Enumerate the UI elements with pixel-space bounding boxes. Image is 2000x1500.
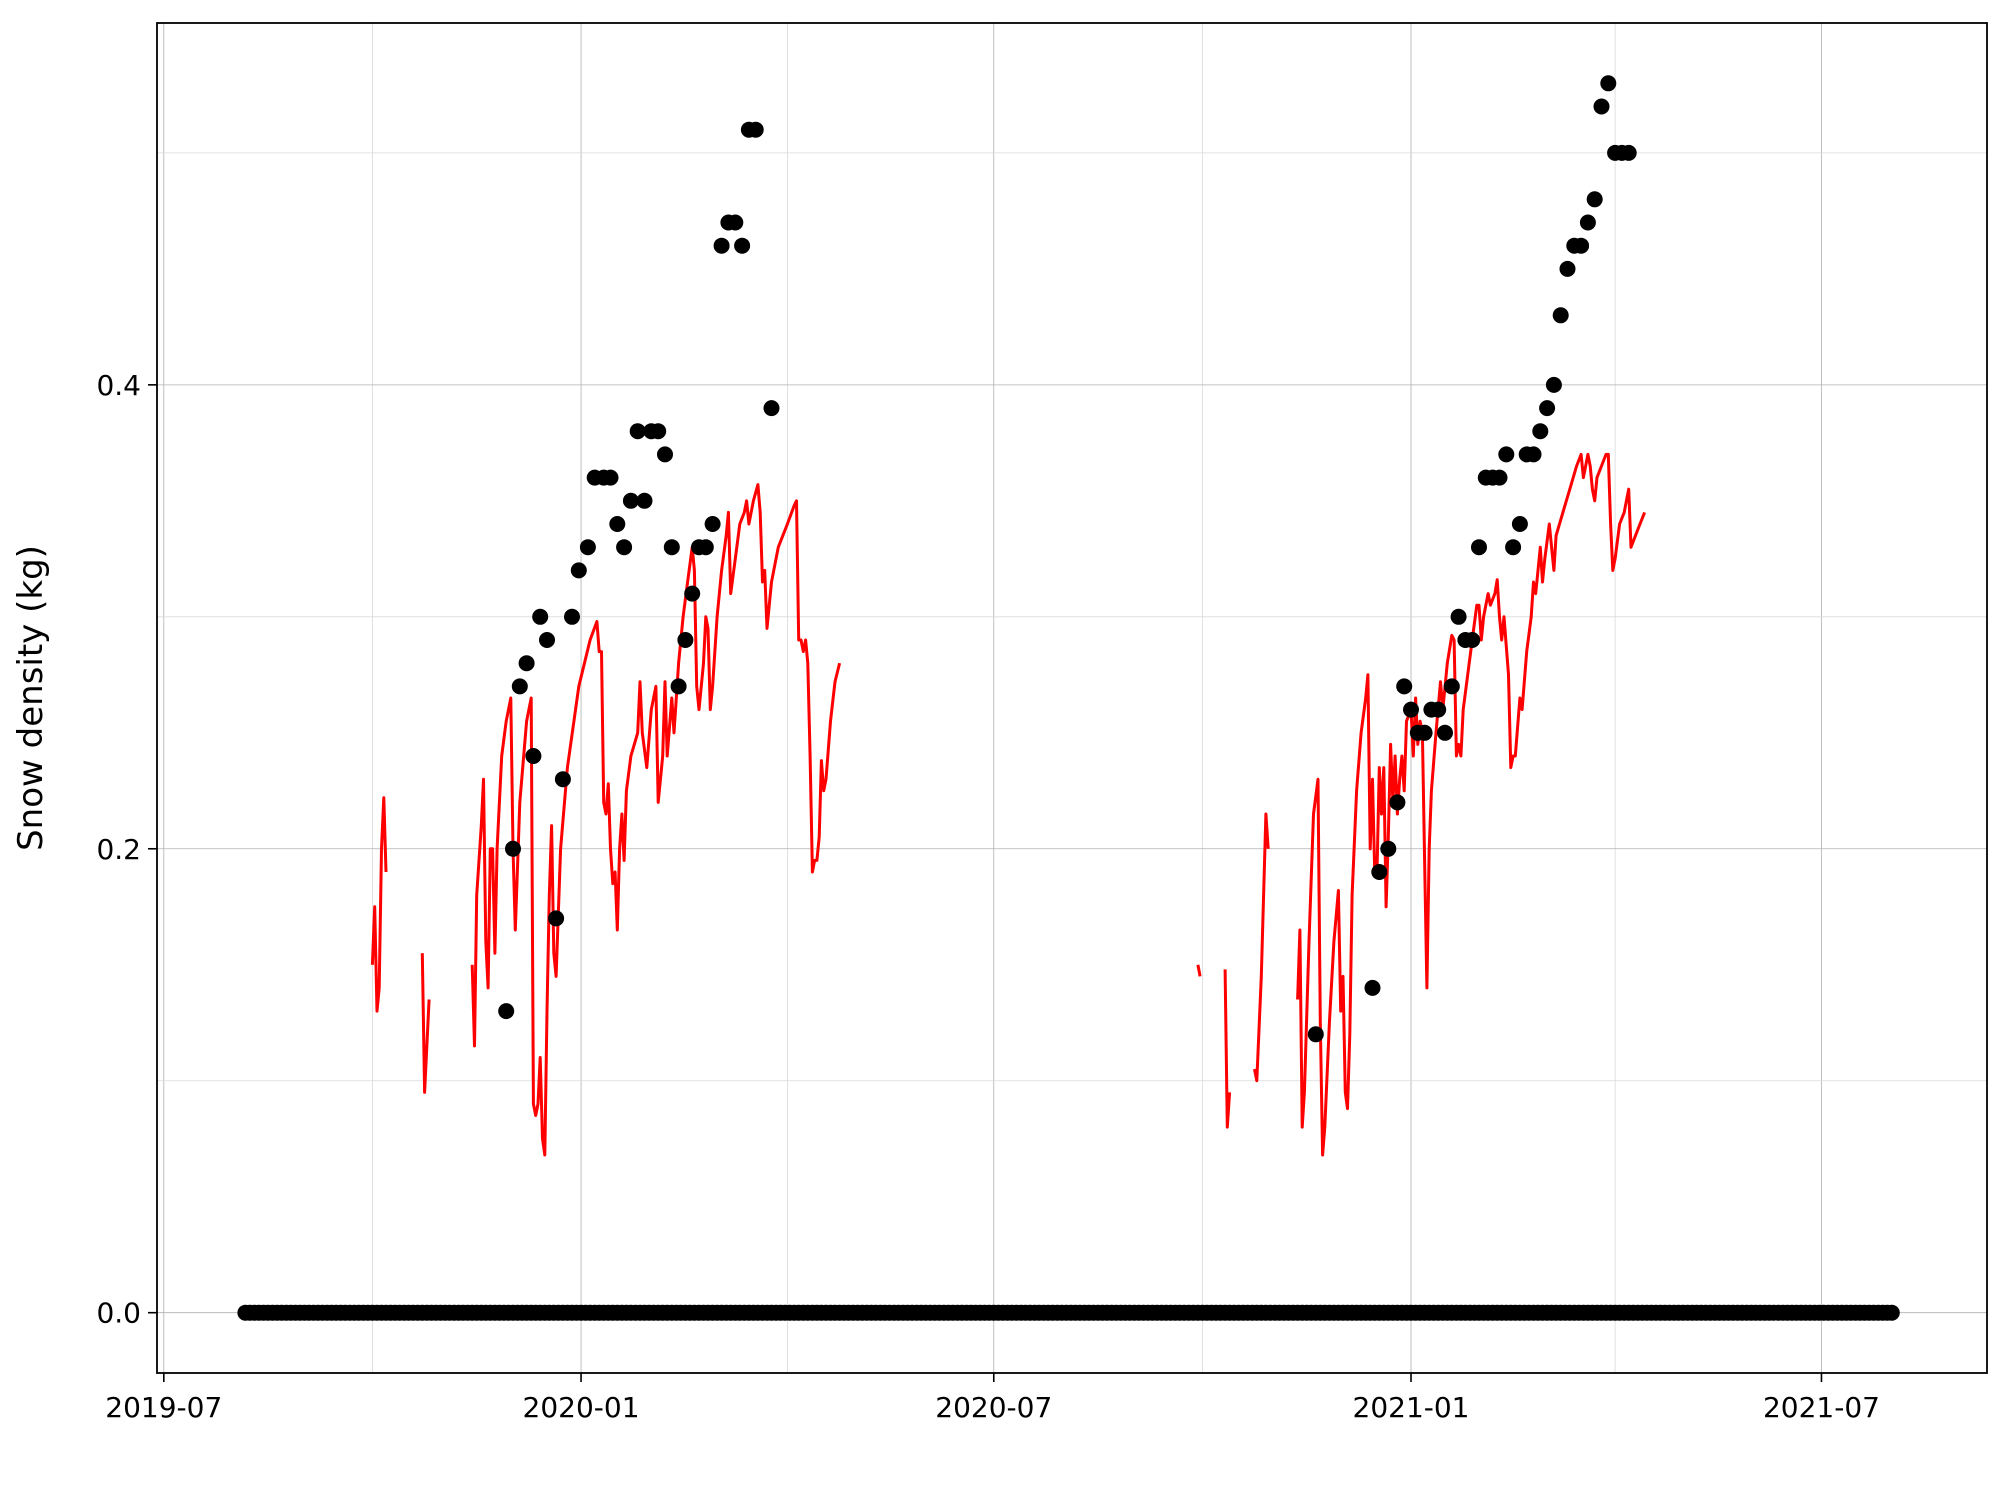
grid-lines: [157, 23, 1987, 1373]
model-series-line: [370, 452, 1646, 1157]
observation-point: [1491, 469, 1508, 486]
x-tick-label: 2020-07: [935, 1391, 1052, 1424]
x-tick-label: 2021-01: [1353, 1391, 1470, 1424]
line-segment: [1196, 964, 1202, 977]
observation-points: [237, 75, 1900, 1321]
observation-point: [518, 655, 535, 672]
observation-point: [1505, 539, 1522, 556]
y-axis-title: Snow density (kg): [11, 545, 51, 851]
observation-point: [650, 423, 667, 440]
observation-point: [1559, 260, 1576, 277]
observation-point: [1403, 701, 1419, 718]
x-tick-label: 2019-07: [105, 1391, 222, 1424]
observation-point: [1437, 724, 1453, 741]
observation-point: [1579, 214, 1596, 231]
observation-point: [677, 632, 694, 648]
observation-point: [1620, 144, 1637, 161]
line-segment: [1253, 812, 1270, 1083]
observation-point: [1532, 423, 1549, 440]
observation-point: [532, 608, 549, 625]
axis-ticks: 2019-07 2020-01 2020-07 2021-01 2021-07 0.0 0.…: [96, 369, 1879, 1424]
observation-point: [1600, 75, 1617, 92]
observation-point: [704, 516, 721, 532]
observation-point: [579, 539, 596, 556]
observation-point: [1539, 400, 1556, 417]
observation-point: [525, 748, 542, 764]
line-segment: [420, 953, 431, 1094]
observation-point: [747, 121, 764, 138]
observation-point: [1525, 446, 1542, 463]
observation-point: [1464, 632, 1481, 648]
observation-point: [636, 492, 653, 509]
observation-point: [727, 214, 744, 231]
observation-point: [1552, 307, 1569, 324]
observation-point: [570, 562, 587, 579]
observation-point: [602, 469, 619, 486]
observation-point: [564, 608, 580, 625]
line-segment: [370, 796, 388, 1013]
observation-point: [684, 585, 701, 602]
observation-point: [609, 516, 626, 532]
observation-point: [1389, 794, 1406, 811]
observation-point: [657, 446, 673, 463]
observation-point: [622, 492, 639, 509]
observation-point: [539, 632, 555, 648]
observation-point: [713, 237, 730, 254]
observation-point: [670, 678, 687, 695]
plot-frame: [156, 22, 1988, 1374]
observation-point: [1471, 539, 1487, 556]
observation-point: [616, 539, 633, 556]
x-tick-label: 2020-01: [523, 1391, 640, 1424]
observation-point: [548, 910, 565, 927]
observation-point: [1573, 237, 1590, 254]
line-segment: [1296, 452, 1646, 1157]
observation-point: [697, 539, 714, 556]
observation-point: [511, 678, 528, 695]
observation-point: [1364, 979, 1381, 996]
observation-point: [1371, 864, 1388, 880]
x-tick-label: 2021-07: [1763, 1391, 1880, 1424]
observation-point: [498, 1003, 515, 1020]
observation-point: [1443, 678, 1460, 695]
line-segment: [1223, 969, 1232, 1129]
observation-point: [763, 400, 780, 417]
zero-observation-point: [1883, 1304, 1900, 1321]
observation-point: [1307, 1026, 1324, 1043]
line-segment: [470, 483, 842, 1157]
observation-point: [1545, 376, 1562, 393]
y-tick-label: 0.4: [96, 369, 141, 402]
observation-point: [505, 840, 521, 857]
observation-point: [734, 237, 751, 254]
observation-point: [663, 539, 680, 556]
y-tick-label: 0.2: [96, 833, 141, 866]
observation-point: [1416, 724, 1433, 741]
observation-point: [1380, 840, 1397, 857]
observation-point: [554, 771, 571, 788]
observation-point: [1450, 608, 1467, 625]
observation-point: [1430, 701, 1447, 718]
observation-point: [1586, 191, 1603, 208]
observation-point: [1593, 98, 1610, 115]
observation-point: [629, 423, 646, 440]
observation-point: [1511, 516, 1528, 532]
y-tick-label: 0.0: [96, 1297, 141, 1330]
observation-point: [1396, 678, 1413, 695]
observation-point: [1498, 446, 1515, 463]
